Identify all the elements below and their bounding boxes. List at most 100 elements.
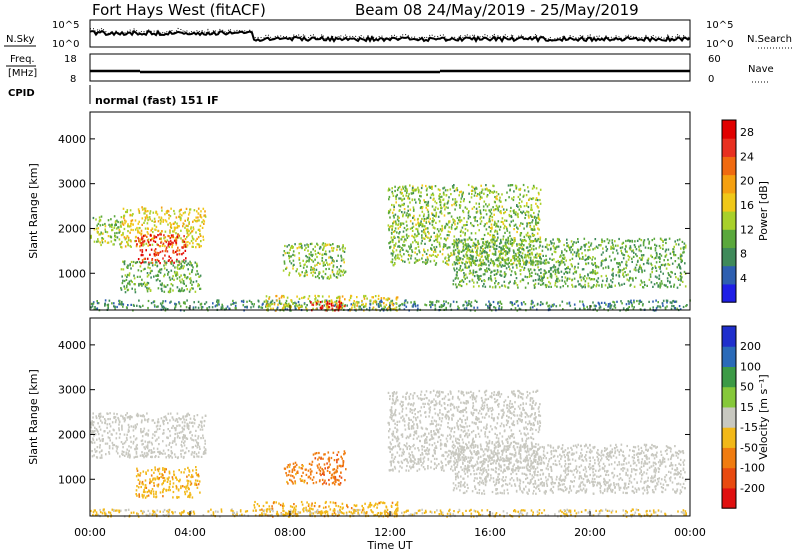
echo-cell [544, 272, 547, 275]
echo-cell [500, 274, 502, 277]
echo-cell [398, 209, 401, 212]
echo-cell [168, 255, 170, 258]
echo-cell [118, 228, 121, 231]
echo-cell [494, 222, 496, 225]
echo-cell [389, 241, 391, 244]
echo-cell [121, 450, 124, 453]
echo-cell [123, 279, 126, 283]
echo-cell [539, 236, 542, 239]
echo-cell [450, 226, 453, 229]
echo-cell [120, 216, 123, 219]
echo-cell [398, 232, 400, 235]
echo-cell [137, 229, 139, 232]
echo-cell [432, 194, 435, 197]
echo-cell [502, 245, 504, 248]
echo-cell [144, 209, 146, 212]
echo-cell [142, 496, 144, 499]
echo-cell [190, 421, 193, 424]
echo-cell [519, 224, 521, 227]
echo-cell [122, 453, 124, 456]
echo-cell [405, 220, 408, 223]
echo-cell [324, 250, 327, 253]
echo-cell [132, 260, 135, 264]
echo-cell [204, 439, 206, 442]
echo-cell [648, 278, 651, 281]
echo-cell [435, 213, 437, 216]
echo-cell [516, 243, 518, 246]
echo-cell [520, 301, 523, 305]
echo-cell [482, 241, 484, 245]
echo-cell [582, 276, 585, 279]
echo-cell [392, 249, 394, 252]
echo-cell [139, 249, 142, 252]
echo-cell [552, 270, 555, 273]
echo-cell [592, 270, 594, 273]
echo-cell [168, 245, 170, 248]
echo-cell [553, 258, 555, 261]
echo-cell [353, 306, 356, 309]
echo-cell [627, 300, 630, 303]
echo-cell [537, 215, 540, 218]
echo-cell [185, 485, 188, 488]
echo-cell [412, 186, 414, 190]
echo-cell [151, 237, 153, 241]
echo-cell [507, 259, 510, 262]
echo-cell [190, 264, 193, 267]
echo-cell [630, 283, 632, 286]
echo-cell [142, 241, 144, 244]
echo-cell [407, 215, 410, 218]
echo-cell [116, 231, 118, 235]
echo-cell [319, 246, 322, 249]
echo-cell [176, 224, 179, 228]
echo-cell [154, 220, 156, 223]
echo-cell [162, 468, 164, 471]
echo-cell [388, 198, 390, 201]
echo-cell [662, 304, 664, 307]
echo-cell [182, 438, 184, 441]
echo-cell [651, 266, 654, 270]
echo-cell [456, 247, 459, 250]
echo-cell [497, 271, 499, 274]
echo-cell [169, 260, 172, 264]
echo-cell [146, 275, 149, 278]
echo-cell [150, 455, 152, 458]
echo-cell [469, 215, 471, 219]
echo-cell [686, 304, 688, 307]
echo-cell [171, 441, 174, 444]
echo-cell [107, 436, 110, 439]
echo-cell [139, 305, 142, 309]
echo-cell [516, 248, 519, 251]
nave-tick-top: 60 [708, 54, 721, 65]
echo-cell [189, 278, 191, 281]
echo-cell [424, 242, 426, 245]
echo-cell [216, 304, 219, 307]
echo-cell [611, 281, 614, 284]
echo-cell [650, 254, 652, 257]
echo-cell [124, 238, 127, 241]
echo-cell [483, 225, 486, 228]
echo-cell [136, 226, 138, 230]
echo-cell [184, 301, 186, 304]
echo-cell [472, 186, 475, 189]
echo-cell [398, 197, 400, 200]
echo-cell [485, 187, 488, 190]
echo-cell [429, 222, 431, 225]
echo-cell [170, 241, 173, 244]
echo-cell [114, 232, 116, 235]
echo-cell [495, 225, 497, 228]
echo-cell [134, 261, 137, 265]
echo-cell [144, 433, 147, 436]
echo-cell [500, 250, 502, 254]
echo-cell [392, 214, 395, 217]
echo-cell [266, 305, 268, 308]
echo-cell [393, 205, 395, 209]
echo-cell [494, 242, 496, 245]
echo-cell [498, 205, 501, 208]
echo-cell [607, 241, 610, 245]
echo-cell [467, 249, 469, 252]
echo-cell [158, 443, 160, 446]
echo-cell [99, 446, 101, 449]
echo-cell [168, 470, 171, 473]
echo-cell [153, 447, 155, 450]
echo-cell [488, 209, 490, 212]
